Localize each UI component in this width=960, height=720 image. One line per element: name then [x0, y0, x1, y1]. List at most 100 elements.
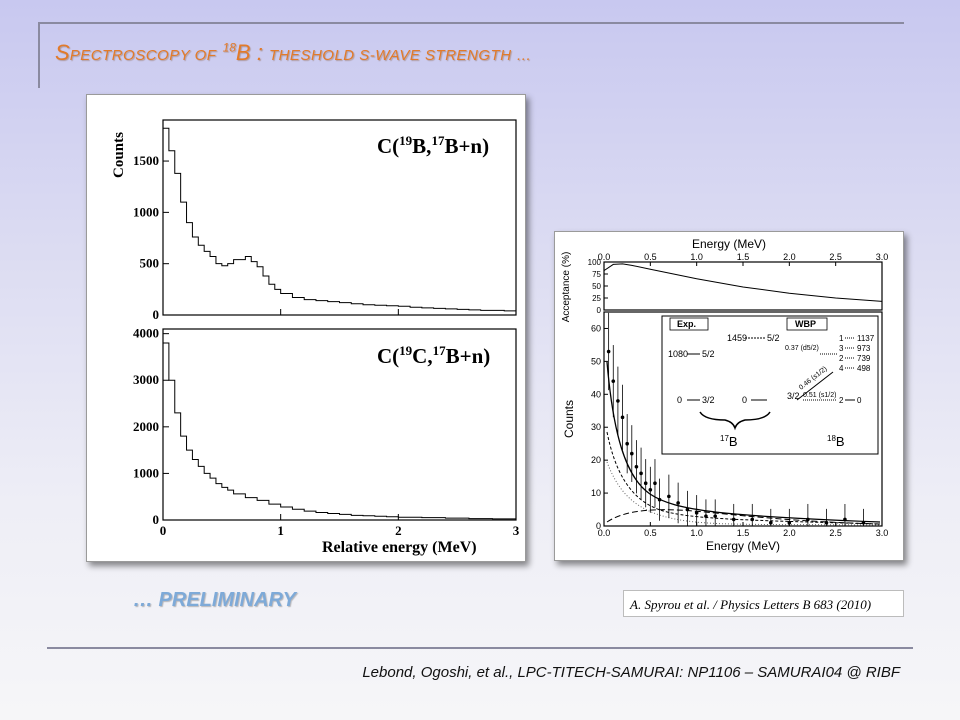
- wbp-level-spin: 2: [839, 396, 844, 405]
- bottom-ytick-label: 1000: [133, 465, 159, 480]
- footer-rule: [47, 647, 913, 649]
- svg-text:0.51 (s1/2): 0.51 (s1/2): [803, 392, 836, 399]
- background-curve: [606, 509, 881, 525]
- wbp-level-spin: 1: [839, 334, 844, 343]
- top-ytick-label: 1000: [133, 204, 159, 219]
- data-point: [630, 451, 634, 456]
- counts-xtick-label: 2.0: [783, 528, 796, 538]
- svg-text:3/2: 3/2: [787, 391, 800, 401]
- data-point: [769, 520, 773, 525]
- top-energy-label: Energy (MeV): [692, 237, 766, 251]
- data-point: [685, 507, 690, 512]
- data-point: [616, 399, 620, 403]
- xtick-label: 0: [160, 523, 167, 538]
- wbp-level-energy: 739: [857, 354, 871, 363]
- s-wave-fit-curve: [606, 431, 881, 525]
- right-figure-panel: Energy (MeV) 0.0 0.5 1.0 1.5 2.0 2.5 3.0 0.0 0.5…: [554, 231, 904, 561]
- counts-xtick-label: 1.5: [737, 528, 750, 538]
- bottom-energy-label: Energy (MeV): [706, 539, 780, 553]
- wbp-level-spin: 3: [839, 344, 844, 353]
- top-xtick-label: 1.5: [737, 252, 750, 262]
- left-figure-panel: 500 1000 1500 0 0 1000 2000 3000 4000 0 1 2 3 Counts…: [86, 94, 526, 562]
- counts-ytick-label: 60: [591, 323, 601, 333]
- data-point: [750, 517, 755, 522]
- acc-ytick-label: 50: [592, 282, 601, 291]
- wbp-level-1459: 1459: [727, 333, 747, 343]
- wbp-level-energy: 1137: [857, 334, 875, 343]
- top-xtick-label: 2.0: [783, 252, 796, 262]
- wbp-level-energy: 498: [857, 364, 871, 373]
- counts-xtick-label: 2.5: [829, 528, 842, 538]
- data-point: [634, 464, 639, 469]
- data-point: [713, 514, 717, 518]
- inset-wbp: WBP: [795, 319, 816, 329]
- top-xtick-label: 3.0: [876, 252, 889, 262]
- title-rule-top: [40, 22, 904, 24]
- data-point: [667, 494, 671, 499]
- top-ytick-label: 1500: [133, 153, 159, 168]
- data-point: [843, 517, 847, 522]
- acc-ytick-label: 75: [592, 270, 601, 279]
- counts-ytick-label: 30: [591, 422, 601, 432]
- bottom-ytick-label: 2000: [133, 419, 159, 434]
- wbp-level-energy: 973: [857, 344, 871, 353]
- counts-ytick-label: 50: [591, 356, 601, 366]
- counts-ytick-label: 40: [591, 389, 601, 399]
- svg-text:5/2: 5/2: [767, 333, 780, 343]
- top-ytick-label: 0: [153, 307, 160, 322]
- counts-ytick-label: 20: [591, 455, 601, 465]
- data-point: [606, 349, 611, 354]
- data-point: [620, 415, 625, 420]
- xtick-label: 2: [395, 523, 402, 538]
- top-plot-frame: [162, 119, 517, 316]
- data-point: [639, 471, 643, 476]
- inset-exp: Exp.: [677, 319, 696, 329]
- acceptance-ylabel: Acceptance (%): [561, 252, 572, 323]
- left-xlabel: Relative energy (MeV): [322, 539, 477, 556]
- data-point: [625, 441, 629, 446]
- exp-level-1080: 1080: [668, 349, 688, 359]
- acceptance-frame: [603, 261, 883, 311]
- preliminary-label: … PRELIMINARY: [133, 589, 296, 611]
- top-xtick-label: 2.5: [829, 252, 842, 262]
- right-spectrum-figure: Energy (MeV) 0.0 0.5 1.0 1.5 2.0 2.5 3.0 0.0 0.5…: [561, 237, 889, 553]
- bottom-ytick-label: 4000: [133, 326, 159, 341]
- data-point: [806, 517, 810, 522]
- data-point: [611, 379, 616, 383]
- acc-ytick-label: 25: [592, 294, 601, 303]
- top-ytick-label: 500: [140, 256, 160, 271]
- svg-text:5/2: 5/2: [702, 349, 715, 359]
- acc-ytick-label: 100: [588, 258, 602, 267]
- top-histogram: [163, 127, 516, 312]
- slide-title: SPECTROSCOPY OF 18B : theshold s-wave st…: [55, 40, 532, 65]
- title-rule-left: [38, 22, 40, 88]
- counts-xtick-label: 0.5: [644, 528, 657, 538]
- wbp-level-spin: 2: [839, 354, 844, 363]
- transition-d52: 0.37 (d5/2): [785, 345, 819, 352]
- data-point: [694, 511, 699, 515]
- bottom-reaction-label: C(19C,17B+n): [377, 343, 490, 368]
- reference-citation: A. Spyrou et al. / Physics Letters B 683…: [623, 590, 904, 617]
- top-xtick-label: 1.0: [690, 252, 703, 262]
- bottom-plot-frame: [162, 328, 517, 521]
- top-xtick-label: 0.5: [644, 252, 657, 262]
- bottom-histogram: [163, 342, 516, 520]
- footer-credits: Lebond, Ogoshi, et al., LPC-TITECH-SAMUR…: [362, 664, 900, 681]
- top-xtick-label: 0.0: [598, 252, 611, 262]
- acceptance-curve: [603, 263, 883, 302]
- exp-level-0: 0: [677, 395, 682, 405]
- data-point: [704, 514, 708, 518]
- xtick-label: 3: [513, 523, 520, 538]
- wbp-level-spin: 4: [839, 364, 844, 373]
- top-reaction-label: C(19B,17B+n): [377, 133, 489, 158]
- counts-ytick-label: 0: [596, 521, 601, 531]
- data-point: [731, 517, 736, 522]
- data-point: [653, 481, 657, 485]
- bottom-ytick-label: 3000: [133, 372, 159, 387]
- inset-18b: 18B: [827, 434, 845, 449]
- counts-ytick-label: 10: [591, 488, 601, 498]
- counts-xtick-label: 3.0: [876, 528, 889, 538]
- total-fit-curve: [606, 361, 881, 523]
- level-scheme-inset: Exp. WBP 1080 5/2 0 3/2 1459 5/2 0 3/2 1…: [661, 315, 879, 455]
